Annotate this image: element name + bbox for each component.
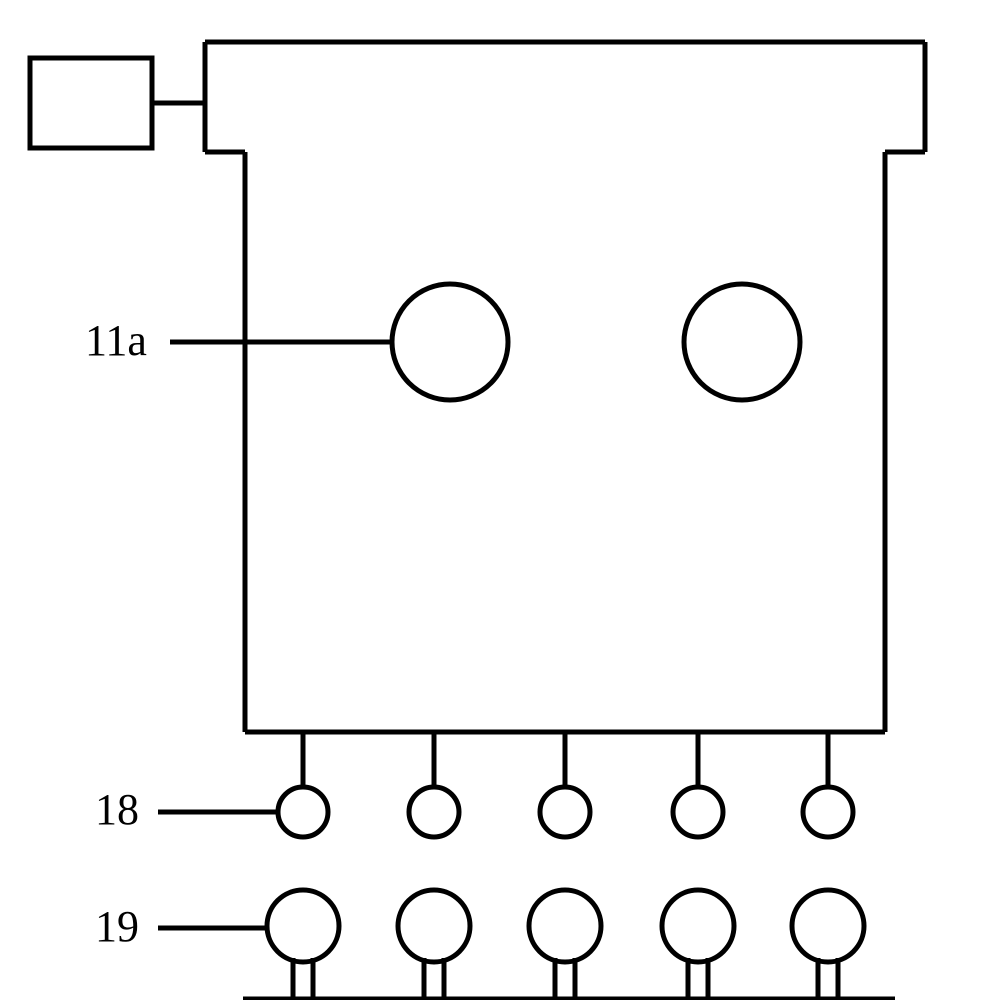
- small-circle-18-1: [409, 787, 459, 837]
- small-circle-18-3: [673, 787, 723, 837]
- engineering-diagram: 11a 18 19: [0, 0, 987, 1000]
- small-circle-18-4: [803, 787, 853, 837]
- label-11a: 11a: [85, 316, 147, 365]
- hole-11a-0: [392, 284, 508, 400]
- large-circle-19-0: [267, 890, 339, 962]
- large-circle-19-2: [529, 890, 601, 962]
- label-19: 19: [95, 902, 139, 951]
- label-18: 18: [95, 785, 139, 834]
- hole-11a-1: [684, 284, 800, 400]
- aux-box: [30, 58, 152, 148]
- small-circle-18-0: [278, 787, 328, 837]
- large-circle-19-1: [398, 890, 470, 962]
- large-circle-19-4: [792, 890, 864, 962]
- large-circle-19-3: [662, 890, 734, 962]
- small-circle-18-2: [540, 787, 590, 837]
